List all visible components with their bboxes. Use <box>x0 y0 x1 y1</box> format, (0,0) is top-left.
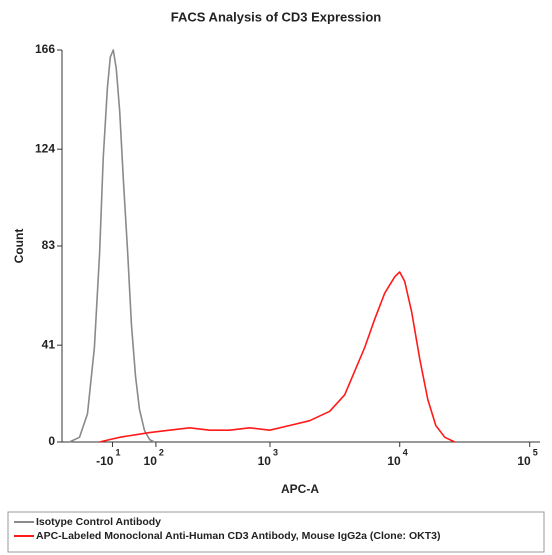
y-tick-label: 0 <box>48 434 55 448</box>
x-tick-label: -10 <box>96 454 114 468</box>
y-tick-label: 83 <box>42 238 56 252</box>
x-tick-label: 10 <box>258 454 272 468</box>
chart-title: FACS Analysis of CD3 Expression <box>171 9 382 24</box>
y-axis-label: Count <box>12 229 26 264</box>
x-tick-exponent: 4 <box>403 447 408 457</box>
histogram-line <box>99 271 456 443</box>
x-tick-exponent: 5 <box>533 447 538 457</box>
legend-box <box>7 511 545 553</box>
y-tick-label: 124 <box>35 141 55 155</box>
x-tick-exponent: 2 <box>159 447 164 457</box>
x-tick-label: 10 <box>517 454 531 468</box>
y-tick-label: 41 <box>42 337 56 351</box>
x-tick-label: 10 <box>387 454 401 468</box>
x-tick-exponent: 3 <box>273 447 278 457</box>
legend-label: APC-Labeled Monoclonal Anti-Human CD3 An… <box>36 530 440 542</box>
x-tick-label: 10 <box>144 454 158 468</box>
histogram-line <box>69 49 155 443</box>
legend-label: Isotype Control Antibody <box>36 516 161 528</box>
y-tick-label: 166 <box>35 42 55 56</box>
x-axis-label: APC-A <box>281 482 319 496</box>
x-tick-exponent: 1 <box>115 447 120 457</box>
